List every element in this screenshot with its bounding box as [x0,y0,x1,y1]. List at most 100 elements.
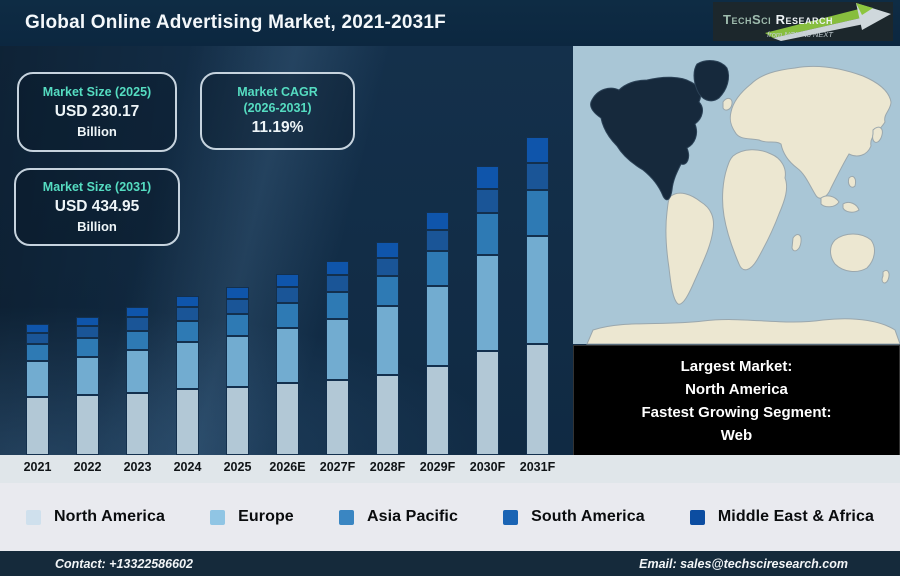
bar-segment-middle-east-africa [226,287,249,299]
bar-segment-middle-east-africa [376,241,399,258]
bar-segment-asia-pacific [176,320,199,343]
map-north-america-highlight [590,76,703,201]
bar-segment-europe [426,285,449,366]
callout-market-size-2031: Market Size (2031) USD 434.95 Billion [14,168,180,246]
logo-tagline: from NOW to NEXT [767,30,833,39]
callout-heading: Market Size (2025) [42,84,152,99]
callout-value: 11.19% [251,119,304,137]
bar-segment-south-america [326,275,349,292]
callout-heading: Market CAGR (2026-2031) [237,84,318,115]
bar-segment-north-america [376,374,399,455]
bar-2027f [326,46,349,455]
bar-segment-middle-east-africa [326,260,349,276]
page-title: Global Online Advertising Market, 2021-2… [25,12,446,33]
callout-unit: Billion [77,219,117,235]
bar-segment-north-america [476,351,499,455]
bar-segment-europe [126,350,149,393]
bar-segment-asia-pacific [26,344,49,362]
x-axis-label-2030f: 2030F [469,460,506,474]
legend-swatch-middle-east-africa [689,509,705,525]
legend-swatch-south-america [503,509,519,525]
bar-segment-south-america [176,306,199,321]
bar-2024 [176,46,199,455]
info-line-fastest-segment-value: Web [720,427,753,444]
bar-segment-europe [76,356,99,396]
x-axis-label-2025: 2025 [223,460,252,474]
callout-market-size-2025: Market Size (2025) USD 230.17 Billion [17,72,177,152]
map-south-america [665,192,714,305]
bar-segment-middle-east-africa [126,307,149,318]
map-eurasia [729,65,892,199]
map-antarctica [586,318,900,345]
bar-2021 [26,46,49,455]
map-africa [722,149,788,271]
header: Global Online Advertising Market, 2021-2… [0,0,900,46]
bar-segment-asia-pacific [526,189,549,236]
bar-segment-europe [226,336,249,387]
info-line-largest-market-label: Largest Market: [680,358,793,375]
bar-segment-south-america [276,286,299,303]
bar-segment-south-america [376,257,399,277]
logo-arrow-icon [765,3,891,41]
map-indonesia-east [842,201,860,213]
legend-item-south-america: South America [503,508,645,526]
bar-segment-north-america [26,397,49,455]
bar-segment-asia-pacific [376,276,399,307]
bar-segment-north-america [526,343,549,455]
bottom-band: 2021 2022 2023 2024 2025 2026E 2027F 2028F 2029F… [0,455,900,551]
footer-email: Email: sales@techsciresearch.com [639,556,848,571]
world-map-image [573,46,900,345]
bar-2022 [76,46,99,455]
callout-value: USD 230.17 [54,103,140,121]
logo-text: TechSci Research from NOW to NEXT [723,11,833,39]
legend-label-north-america: North America [54,508,165,525]
x-axis-label-2024: 2024 [173,460,202,474]
bar-segment-asia-pacific [476,213,499,256]
bar-segment-asia-pacific [126,330,149,351]
bar-2029f [426,46,449,455]
bar-plot: Market Size (2025) USD 230.17 Billion Ma… [0,46,573,455]
x-axis-label-2029f: 2029F [419,460,456,474]
legend-label-asia-pacific: Asia Pacific [366,508,458,525]
map-japan [872,126,883,143]
callout-market-cagr: Market CAGR (2026-2031) 11.19% [200,72,355,150]
bar-segment-middle-east-africa [426,211,449,231]
bar-segment-middle-east-africa [276,273,299,287]
bar-segment-south-america [226,298,249,314]
bar-segment-middle-east-africa [526,137,549,163]
x-axis-label-2022: 2022 [73,460,102,474]
legend-item-asia-pacific: Asia Pacific [338,508,458,526]
bar-segment-asia-pacific [426,251,449,286]
bar-segment-asia-pacific [326,291,349,319]
bar-2023 [126,46,149,455]
world-map [573,45,900,345]
bar-segment-asia-pacific [76,338,99,357]
callout-heading: Market Size (2031) [42,179,152,194]
legend-item-north-america: North America [26,508,165,526]
map-greenland-highlight [693,60,730,102]
callout-unit: Billion [77,124,117,140]
logo-brand-techsci: TechSci [723,12,772,27]
bar-segment-north-america [126,392,149,455]
bar-segment-middle-east-africa [176,295,199,307]
bar-segment-south-america [76,325,99,339]
legend-label-middle-east-africa: Middle East & Africa [717,508,874,525]
legend-swatch-north-america [26,509,41,525]
legend-swatch-asia-pacific [338,509,354,525]
bar-segment-north-america [426,365,449,455]
bar-segment-south-america [426,230,449,252]
bar-2026e [276,46,299,455]
info-line-fastest-segment-label: Fastest Growing Segment: [641,404,832,421]
bar-segment-europe [276,327,299,384]
bar-segment-north-america [176,389,199,455]
bar-segment-north-america [226,387,249,455]
bar-segment-south-america [526,162,549,190]
legend-swatch-europe [210,509,226,525]
legend-item-europe: Europe [210,508,294,526]
bar-segment-south-america [476,188,499,214]
bar-2025 [226,46,249,455]
map-uk [722,97,733,111]
bar-segment-asia-pacific [276,302,299,328]
legend-label-south-america: South America [531,508,645,525]
